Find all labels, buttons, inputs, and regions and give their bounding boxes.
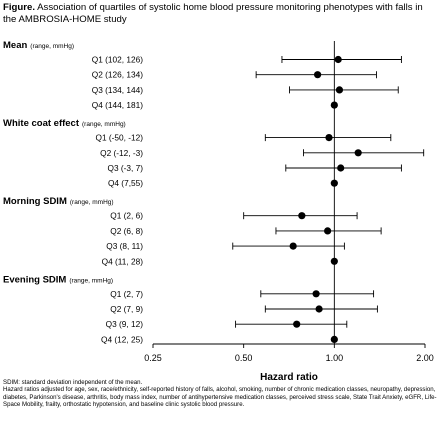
hr-point xyxy=(330,179,338,187)
row-label: Q4 (7,55) xyxy=(108,178,143,188)
footnote-adjustment: Hazard ratios adjusted for age, sex, rac… xyxy=(3,386,437,409)
hr-point xyxy=(293,320,301,328)
row-label: Q2 (7, 9) xyxy=(110,304,143,314)
hr-point xyxy=(298,212,306,220)
group-range-note: (range, mmHg) xyxy=(70,199,114,206)
group-range-note: (range, mmHg) xyxy=(82,121,126,128)
hr-point xyxy=(334,55,342,64)
group-name: Morning SDIM xyxy=(3,196,67,207)
hr-point xyxy=(330,335,338,343)
hr-point xyxy=(337,164,345,172)
hr-point xyxy=(335,86,344,94)
row-label: Q4 (11, 28) xyxy=(102,256,144,266)
group-range-note: (range, mmHg) xyxy=(30,43,74,50)
row-label: Q2 (126, 134) xyxy=(92,70,143,80)
group-name: Mean xyxy=(3,40,27,51)
row-label: Q1 (102, 126) xyxy=(92,55,143,65)
hr-point xyxy=(330,257,338,265)
group-heading: White coat effect (range, mmHg) xyxy=(3,118,126,129)
row-label: Q2 (6, 8) xyxy=(110,226,143,236)
hr-point xyxy=(324,227,332,235)
hr-point xyxy=(315,305,323,313)
group-heading: Evening SDIM (range, mmHg) xyxy=(3,274,113,285)
hr-point xyxy=(289,242,297,250)
hr-point xyxy=(354,149,362,157)
hr-point xyxy=(314,71,322,79)
row-label: Q3 (9, 12) xyxy=(106,319,144,329)
row-label: Q2 (-12, -3) xyxy=(100,148,143,158)
footnotes: SDIM: standard deviation independent of … xyxy=(3,379,439,409)
footnote-sdim: SDIM: standard deviation independent of … xyxy=(3,379,143,386)
group-heading: Mean (range, mmHg) xyxy=(3,40,74,51)
row-label: Q3 (8, 11) xyxy=(106,241,143,251)
x-tick-label: 1.00 xyxy=(326,353,344,363)
group-name: White coat effect xyxy=(3,118,80,129)
row-label: Q1 (2, 7) xyxy=(110,289,143,299)
x-tick-label: 0.50 xyxy=(235,353,253,363)
row-label: Q1 (-50, -12) xyxy=(96,133,144,143)
group-name: Evening SDIM xyxy=(3,274,66,285)
row-label: Q3 (-3, 7) xyxy=(107,163,143,173)
row-label: Q1 (2, 6) xyxy=(110,211,143,221)
hr-point xyxy=(330,101,338,109)
x-tick-label: 0.25 xyxy=(144,353,162,363)
group-heading: Morning SDIM (range, mmHg) xyxy=(3,196,114,207)
x-tick-label: 2.00 xyxy=(416,353,434,363)
figure-title: Association of quartiles of systolic hom… xyxy=(3,2,423,25)
hr-point xyxy=(325,134,333,142)
figure-label: Figure. xyxy=(3,2,35,13)
figure-title-block: Figure. Association of quartiles of syst… xyxy=(3,2,435,25)
row-label: Q4 (12, 25) xyxy=(101,334,143,344)
hr-point xyxy=(312,290,320,298)
row-label: Q4 (144, 181) xyxy=(92,100,143,110)
row-label: Q3 (134, 144) xyxy=(92,85,143,95)
group-range-note: (range, mmHg) xyxy=(69,277,113,284)
x-axis-label: Hazard ratio xyxy=(260,372,318,383)
